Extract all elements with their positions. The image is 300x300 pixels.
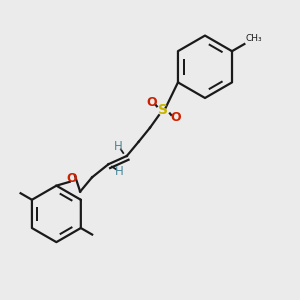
Text: S: S bbox=[158, 103, 168, 117]
Text: O: O bbox=[66, 172, 76, 185]
Text: O: O bbox=[170, 111, 181, 124]
Text: H: H bbox=[115, 165, 124, 178]
Text: H: H bbox=[113, 140, 122, 153]
Text: CH₃: CH₃ bbox=[246, 34, 262, 43]
Text: O: O bbox=[146, 96, 157, 109]
